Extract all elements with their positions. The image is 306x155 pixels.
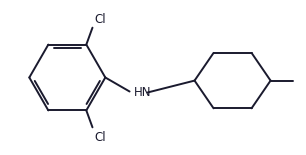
- Text: Cl: Cl: [95, 13, 106, 26]
- Text: HN: HN: [133, 86, 151, 99]
- Text: Cl: Cl: [95, 131, 106, 144]
